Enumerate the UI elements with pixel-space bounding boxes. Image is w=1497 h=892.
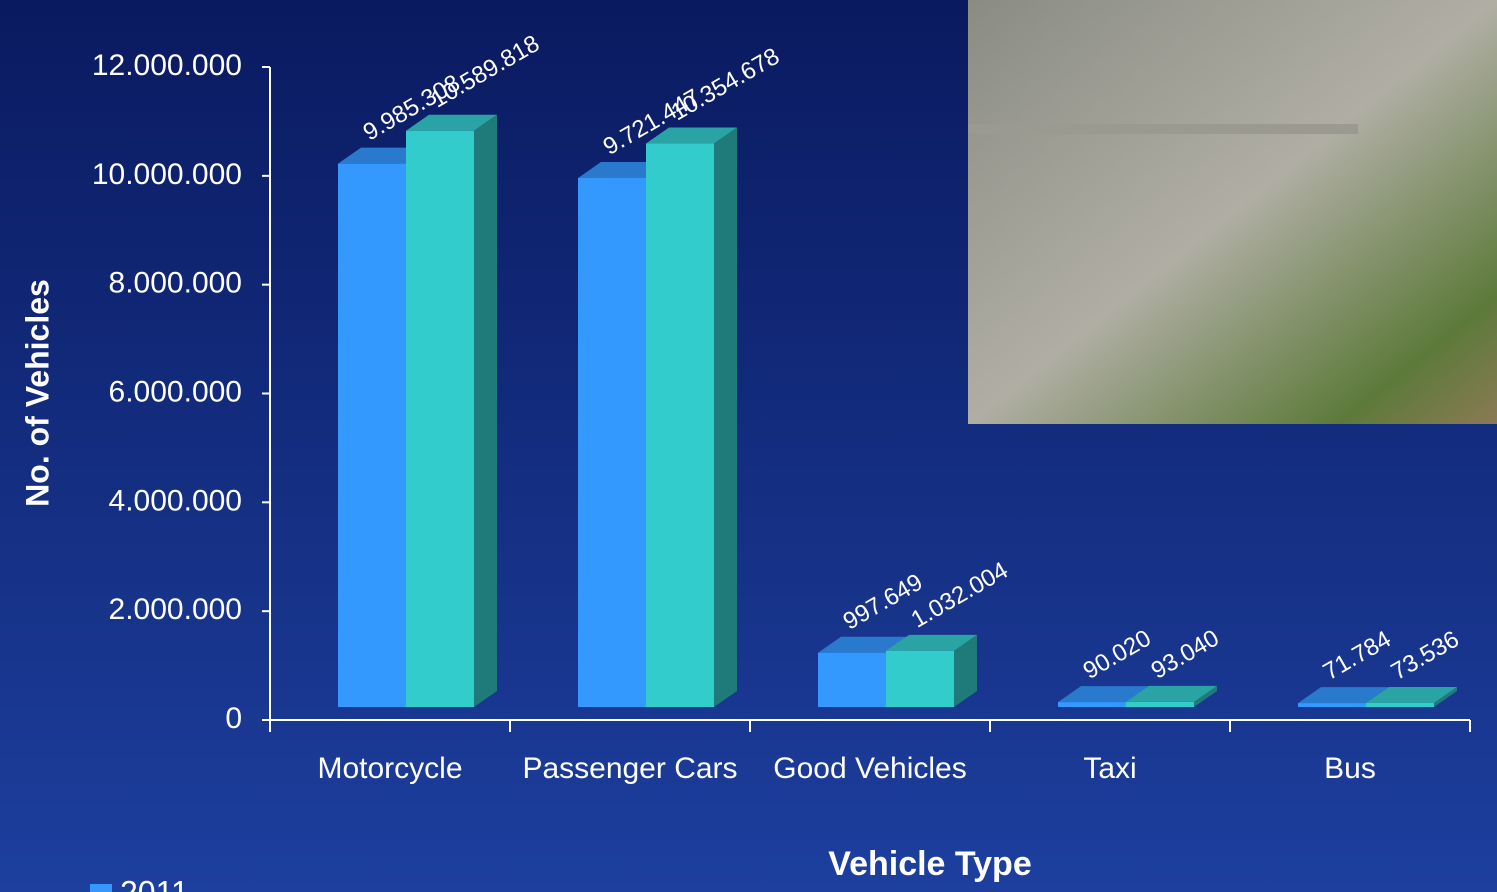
bar [886,651,954,707]
bar [1298,703,1366,707]
bar-side [714,128,737,707]
x-tick-label: Passenger Cars [522,752,737,785]
y-tick-label: 2.000.000 [109,593,242,626]
x-tick-label: Good Vehicles [773,752,966,785]
x-tick-label: Motorcycle [317,752,462,785]
chart: No. of Vehicles Vehicle Type 0 2.000.000 4… [0,0,1497,892]
y-tick-label: 12.000.000 [92,49,242,82]
legend-swatch [90,884,112,892]
x-tick-label: Bus [1324,752,1376,785]
bar [338,164,406,707]
bar [1366,703,1434,707]
bar-side [474,115,497,707]
bar [1058,702,1126,707]
y-tick-label: 0 [225,702,242,735]
traffic-photo [968,0,1497,424]
bar [646,144,714,707]
bar [1126,702,1194,707]
y-tick-label: 10.000.000 [92,158,242,191]
y-tick-label: 6.000.000 [109,375,242,408]
y-tick-label: 4.000.000 [109,484,242,517]
page: No. of Vehicles Vehicle Type 0 2.000.000 4… [0,0,1497,892]
bar [406,131,474,707]
bar [578,178,646,707]
x-tick-label: Taxi [1083,752,1136,785]
y-tick-label: 8.000.000 [109,267,242,300]
photo-gantry [968,124,1358,134]
y-axis-title: No. of Vehicles [19,279,55,507]
x-axis-title: Vehicle Type [828,845,1031,883]
legend-label: 2011 [120,874,189,892]
bar [818,653,886,707]
